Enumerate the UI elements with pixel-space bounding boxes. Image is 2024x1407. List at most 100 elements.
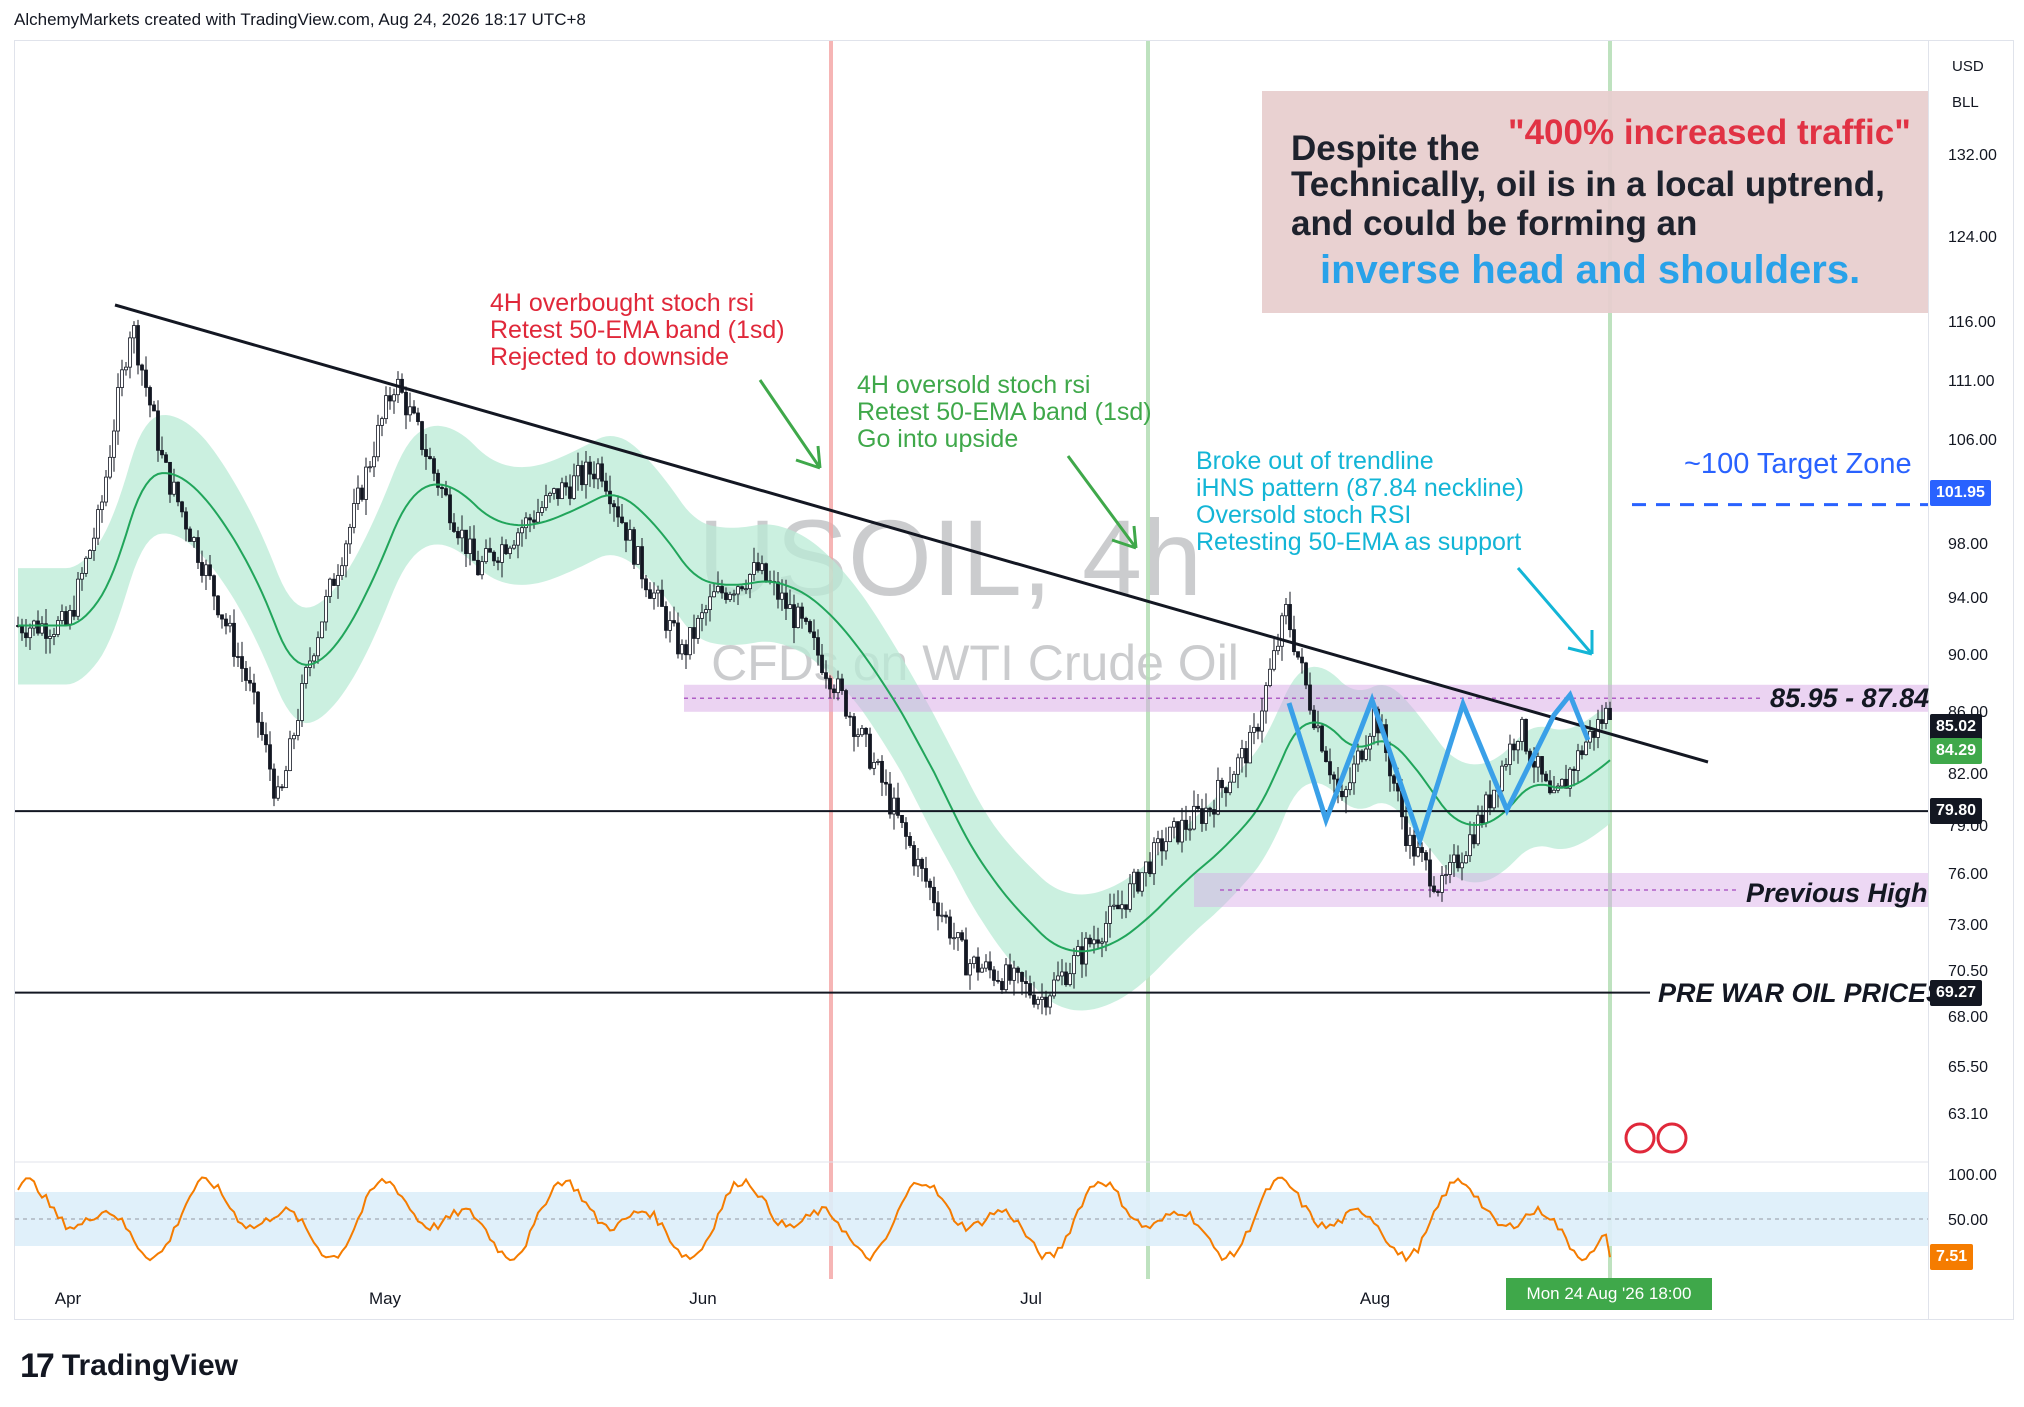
candle-body xyxy=(596,463,600,480)
candle-body xyxy=(260,721,264,736)
price-tick-label: 65.50 xyxy=(1948,1059,1988,1076)
candle-body xyxy=(652,592,656,599)
candle-body xyxy=(1020,972,1024,982)
candle-body xyxy=(1600,719,1604,724)
candle-body xyxy=(880,760,884,783)
candle-body xyxy=(216,595,220,616)
candle-body xyxy=(536,512,540,523)
candle-body xyxy=(884,781,888,785)
candle-body xyxy=(416,412,420,422)
candle-body xyxy=(856,734,860,737)
arrow-breakout xyxy=(1516,567,1594,656)
candle-body xyxy=(380,418,384,426)
candle-body xyxy=(624,522,628,541)
candle-body xyxy=(112,430,116,458)
time-tick-label: Apr xyxy=(55,1289,82,1308)
candle-body xyxy=(1204,807,1208,824)
candle-body xyxy=(428,456,432,460)
candle-body xyxy=(1140,872,1144,892)
candle-body xyxy=(756,562,760,571)
candle-body xyxy=(936,902,940,917)
candle-body xyxy=(1280,615,1284,647)
candle-body xyxy=(1584,741,1588,756)
candle-body xyxy=(808,621,812,633)
candle-body xyxy=(312,655,316,662)
candle-body xyxy=(1112,904,1116,907)
candle-body xyxy=(1180,819,1184,843)
candle-body xyxy=(340,565,344,576)
candle-body xyxy=(1436,891,1440,893)
candle-body xyxy=(1368,735,1372,750)
event-line-green xyxy=(1146,41,1150,1279)
candle-body xyxy=(788,604,792,609)
candle-body xyxy=(508,547,512,555)
candle-body xyxy=(452,522,456,532)
annotation-breakout: Broke out of trendline iHNS pattern (87.… xyxy=(1196,447,1524,556)
candle-body xyxy=(792,604,796,628)
price-tick-label: 116.00 xyxy=(1948,314,1996,331)
candle-body xyxy=(500,544,504,563)
candle-body xyxy=(816,637,820,656)
candle-body xyxy=(288,738,292,772)
candle-body xyxy=(120,369,124,388)
candle-body xyxy=(1552,789,1556,794)
candle-body xyxy=(968,963,972,976)
candle-body xyxy=(1424,852,1428,861)
candle-body xyxy=(960,932,964,941)
candle-body xyxy=(1028,983,1032,996)
candle-body xyxy=(1216,779,1220,815)
candle-body xyxy=(492,551,496,562)
candle-body xyxy=(476,559,480,576)
candle-body xyxy=(444,488,448,496)
candle-body xyxy=(1348,782,1352,791)
candle-body xyxy=(172,481,176,495)
previous-high-label: Previous High xyxy=(1746,878,1928,908)
ema-band xyxy=(18,415,1610,1011)
candle-body xyxy=(160,449,164,456)
candle-body xyxy=(1304,662,1308,686)
candle-body xyxy=(56,620,60,635)
time-tick-label: Aug xyxy=(1360,1289,1390,1308)
price-tick-label: 124.00 xyxy=(1948,229,1997,246)
candle-body xyxy=(828,678,832,690)
candle-body xyxy=(1196,805,1200,809)
candle-body xyxy=(80,572,84,580)
candle-body xyxy=(448,494,452,524)
candle-body xyxy=(876,760,880,763)
trendline xyxy=(114,303,1709,764)
candle-body xyxy=(348,526,352,545)
candle-body xyxy=(1044,996,1048,1008)
candle-body xyxy=(168,461,172,495)
candle-body xyxy=(1480,814,1484,824)
candle-body xyxy=(1508,743,1512,765)
candle-body xyxy=(1284,604,1288,617)
candle-body xyxy=(912,845,916,867)
candle-body xyxy=(1080,946,1084,965)
candle-body xyxy=(48,636,52,639)
candle-body xyxy=(1176,821,1180,843)
candle-body xyxy=(336,575,340,586)
candle-body xyxy=(896,797,900,816)
candle-body xyxy=(532,519,536,523)
candle-body xyxy=(576,465,580,477)
candle-body xyxy=(1128,883,1132,910)
candle-body xyxy=(1580,750,1584,756)
info-line-3: inverse head and shoulders. xyxy=(1320,248,1861,292)
tradingview-logo[interactable]: 17 TradingView xyxy=(20,1346,238,1386)
chart-pane[interactable] xyxy=(14,40,2014,1320)
price-tick-label: 76.00 xyxy=(1948,866,1988,883)
candle-body xyxy=(412,406,416,414)
candle-body xyxy=(420,421,424,450)
candle-body xyxy=(1268,668,1272,687)
candle-body xyxy=(232,622,236,657)
candle-body xyxy=(688,627,692,656)
candle-body xyxy=(900,814,904,823)
candle-body xyxy=(1288,604,1292,631)
price-axis[interactable] xyxy=(1928,40,2014,1320)
candle-body xyxy=(648,589,652,599)
candle-body xyxy=(252,682,256,693)
badge-ema: 84.29 xyxy=(1930,738,1983,764)
candle-body xyxy=(1300,656,1304,664)
candle-body xyxy=(36,620,40,634)
badge-prewar: 69.27 xyxy=(1930,980,1983,1006)
